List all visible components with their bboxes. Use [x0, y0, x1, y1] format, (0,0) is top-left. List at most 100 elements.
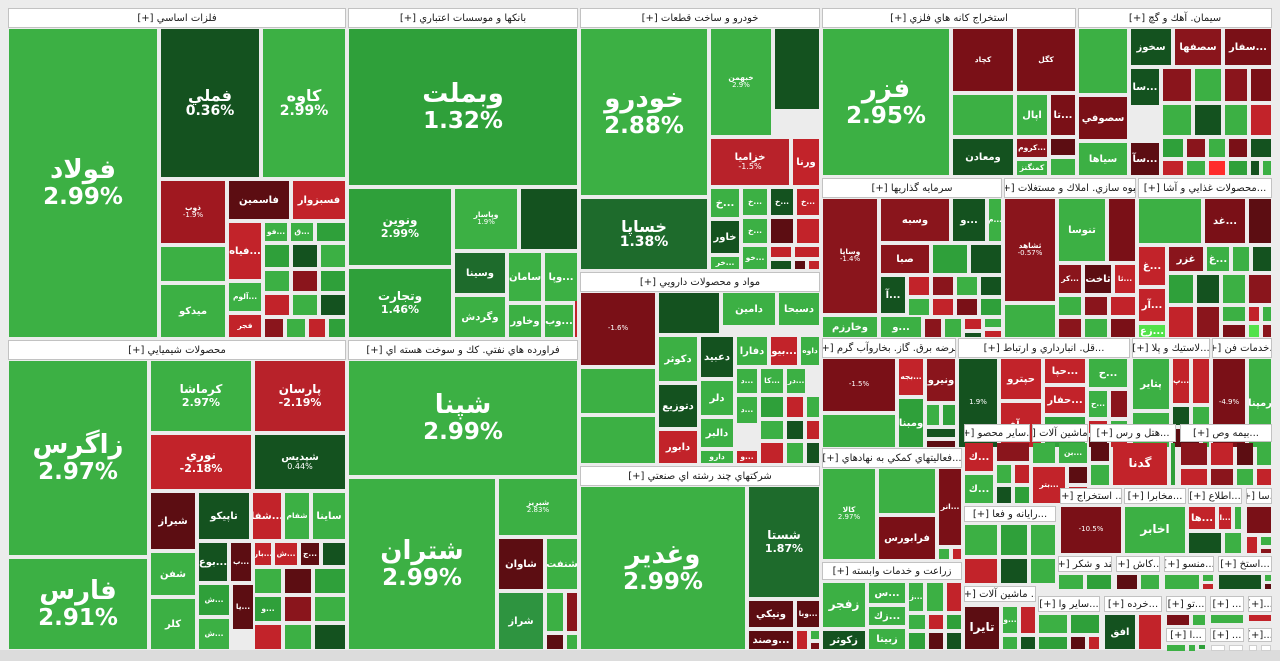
treemap-tile[interactable]: [1209, 139, 1225, 157]
treemap-tile[interactable]: [1021, 637, 1035, 649]
treemap-tile[interactable]: خودرو 2.88%: [581, 29, 707, 195]
treemap-tile[interactable]: ونيكي: [749, 601, 793, 627]
treemap-tile[interactable]: [1089, 437, 1107, 447]
treemap-tile[interactable]: [321, 295, 345, 315]
treemap-tile[interactable]: [797, 631, 807, 649]
treemap-tile[interactable]: [1223, 325, 1245, 337]
treemap-tile[interactable]: [1141, 575, 1159, 589]
treemap-tile[interactable]: [1195, 69, 1221, 101]
treemap-tile[interactable]: [1117, 575, 1137, 589]
treemap-tile[interactable]: [329, 319, 345, 337]
treemap-tile[interactable]: [1219, 575, 1261, 589]
treemap-tile[interactable]: [1031, 559, 1055, 583]
treemap-tile[interactable]: [1085, 319, 1107, 337]
treemap-tile[interactable]: [1249, 199, 1271, 243]
treemap-tile[interactable]: [1039, 637, 1067, 649]
treemap-tile[interactable]: [1193, 615, 1205, 625]
sector-header-utilities[interactable]: عرضه برق. گاز. بخاروآب گرم [+]: [822, 338, 956, 358]
treemap-tile[interactable]: ...خو: [743, 247, 767, 269]
treemap-tile[interactable]: فزر 2.95%: [823, 29, 949, 175]
treemap-tile[interactable]: ...ب: [231, 543, 251, 581]
treemap-tile[interactable]: ...ك: [965, 443, 993, 471]
treemap-tile[interactable]: [1033, 443, 1055, 463]
treemap-tile[interactable]: [761, 421, 783, 439]
treemap-tile[interactable]: [321, 245, 345, 267]
treemap-tile[interactable]: ...تا: [1051, 95, 1075, 135]
treemap-tile[interactable]: [1229, 139, 1247, 157]
treemap-tile[interactable]: [1189, 533, 1221, 553]
treemap-tile[interactable]: فارس 2.91%: [9, 559, 147, 649]
treemap-tile[interactable]: وگردش: [455, 297, 505, 337]
sector-header-computers[interactable]: ...رايانه و فعا [+]: [964, 506, 1056, 522]
treemap-tile[interactable]: ...كروم: [1017, 139, 1047, 157]
treemap-tile[interactable]: [1071, 615, 1099, 633]
treemap-tile[interactable]: [1003, 637, 1017, 649]
treemap-tile[interactable]: -1.5%: [823, 359, 895, 411]
treemap-tile[interactable]: وبملت 1.32%: [349, 29, 577, 185]
treemap-tile[interactable]: [1001, 525, 1027, 555]
treemap-tile[interactable]: [1031, 525, 1055, 555]
sector-header-multi-industry[interactable]: شركتهاي چند رشته اي صنعتي [+]: [580, 466, 820, 486]
sector-header-investments[interactable]: سرمايه گذاريها [+]: [822, 178, 1002, 198]
treemap-tile[interactable]: [1051, 139, 1075, 155]
sector-header-pharma[interactable]: مواد و محصولات دارويي [+]: [580, 272, 820, 292]
treemap-tile[interactable]: سامان: [509, 253, 541, 301]
sector-header-banks[interactable]: بانكها و موسسات اعتباري [+]: [348, 8, 578, 28]
treemap-tile[interactable]: [161, 247, 225, 281]
treemap-tile[interactable]: -1.6%: [581, 293, 655, 365]
treemap-tile[interactable]: [1085, 297, 1107, 315]
treemap-tile[interactable]: ...و: [953, 199, 985, 241]
treemap-tile[interactable]: فملي 0.36%: [161, 29, 259, 177]
treemap-tile[interactable]: كالا 2.97%: [823, 469, 875, 559]
treemap-tile[interactable]: [1261, 537, 1271, 545]
treemap-tile[interactable]: [1263, 325, 1271, 337]
sector-header-agriculture[interactable]: زراعت و خدمات وابسته [+]: [822, 562, 962, 580]
treemap-tile[interactable]: ...ها: [1189, 507, 1215, 529]
treemap-tile[interactable]: [1069, 467, 1087, 483]
treemap-tile[interactable]: ورنا: [793, 139, 819, 185]
treemap-tile[interactable]: [795, 261, 805, 269]
treemap-tile[interactable]: [1005, 305, 1055, 337]
treemap-tile[interactable]: [265, 245, 289, 267]
treemap-tile[interactable]: ...وبا: [797, 601, 819, 627]
treemap-tile[interactable]: وسبه: [881, 199, 949, 241]
treemap-tile[interactable]: [659, 293, 719, 333]
sector-header-tech-services[interactable]: ...خدمات فن [+]: [1212, 338, 1272, 358]
treemap-tile[interactable]: [285, 569, 311, 593]
treemap-tile[interactable]: [1163, 161, 1183, 175]
treemap-tile[interactable]: [1251, 139, 1271, 157]
treemap-tile[interactable]: [927, 441, 955, 447]
treemap-tile[interactable]: [317, 223, 345, 241]
treemap-tile[interactable]: ...شفا: [253, 493, 281, 539]
treemap-tile[interactable]: صبا: [881, 245, 929, 273]
treemap-tile[interactable]: [1163, 139, 1183, 157]
treemap-tile[interactable]: ...فياه: [229, 223, 261, 279]
treemap-tile[interactable]: [1163, 69, 1191, 101]
sector-header-food[interactable]: ...محصولات غذايي و آشا [+]: [1138, 178, 1272, 198]
treemap-tile[interactable]: [1225, 533, 1241, 553]
treemap-tile[interactable]: [1167, 645, 1185, 651]
treemap-tile[interactable]: ...ش: [199, 585, 229, 615]
treemap-tile[interactable]: ...آلوم: [229, 283, 261, 311]
treemap-tile[interactable]: [1193, 359, 1209, 403]
treemap-tile[interactable]: [285, 625, 311, 649]
treemap-tile[interactable]: ...آ: [881, 277, 905, 313]
treemap-tile[interactable]: [265, 271, 289, 291]
treemap-tile[interactable]: [1257, 469, 1271, 485]
sector-header-misc-d[interactable]: ...[+]: [1248, 628, 1272, 642]
treemap-tile[interactable]: شفن: [151, 553, 195, 595]
treemap-tile[interactable]: ...آر: [1139, 289, 1165, 321]
sector-header-basic-metals[interactable]: فلزات اساسي [+]: [8, 8, 346, 28]
treemap-tile[interactable]: [771, 261, 791, 269]
treemap-tile[interactable]: وتجارت 1.46%: [349, 269, 451, 337]
treemap-tile[interactable]: [947, 633, 961, 649]
treemap-tile[interactable]: دامين: [723, 293, 775, 325]
treemap-tile[interactable]: [1091, 443, 1109, 461]
treemap-tile[interactable]: [1261, 645, 1271, 651]
treemap-tile[interactable]: [567, 593, 577, 631]
treemap-tile[interactable]: كاوه 2.99%: [263, 29, 345, 177]
treemap-tile[interactable]: [1225, 69, 1247, 101]
treemap-tile[interactable]: -10.5%: [1061, 507, 1121, 553]
treemap-tile[interactable]: [807, 421, 819, 439]
treemap-tile[interactable]: ...پ: [1173, 359, 1189, 403]
